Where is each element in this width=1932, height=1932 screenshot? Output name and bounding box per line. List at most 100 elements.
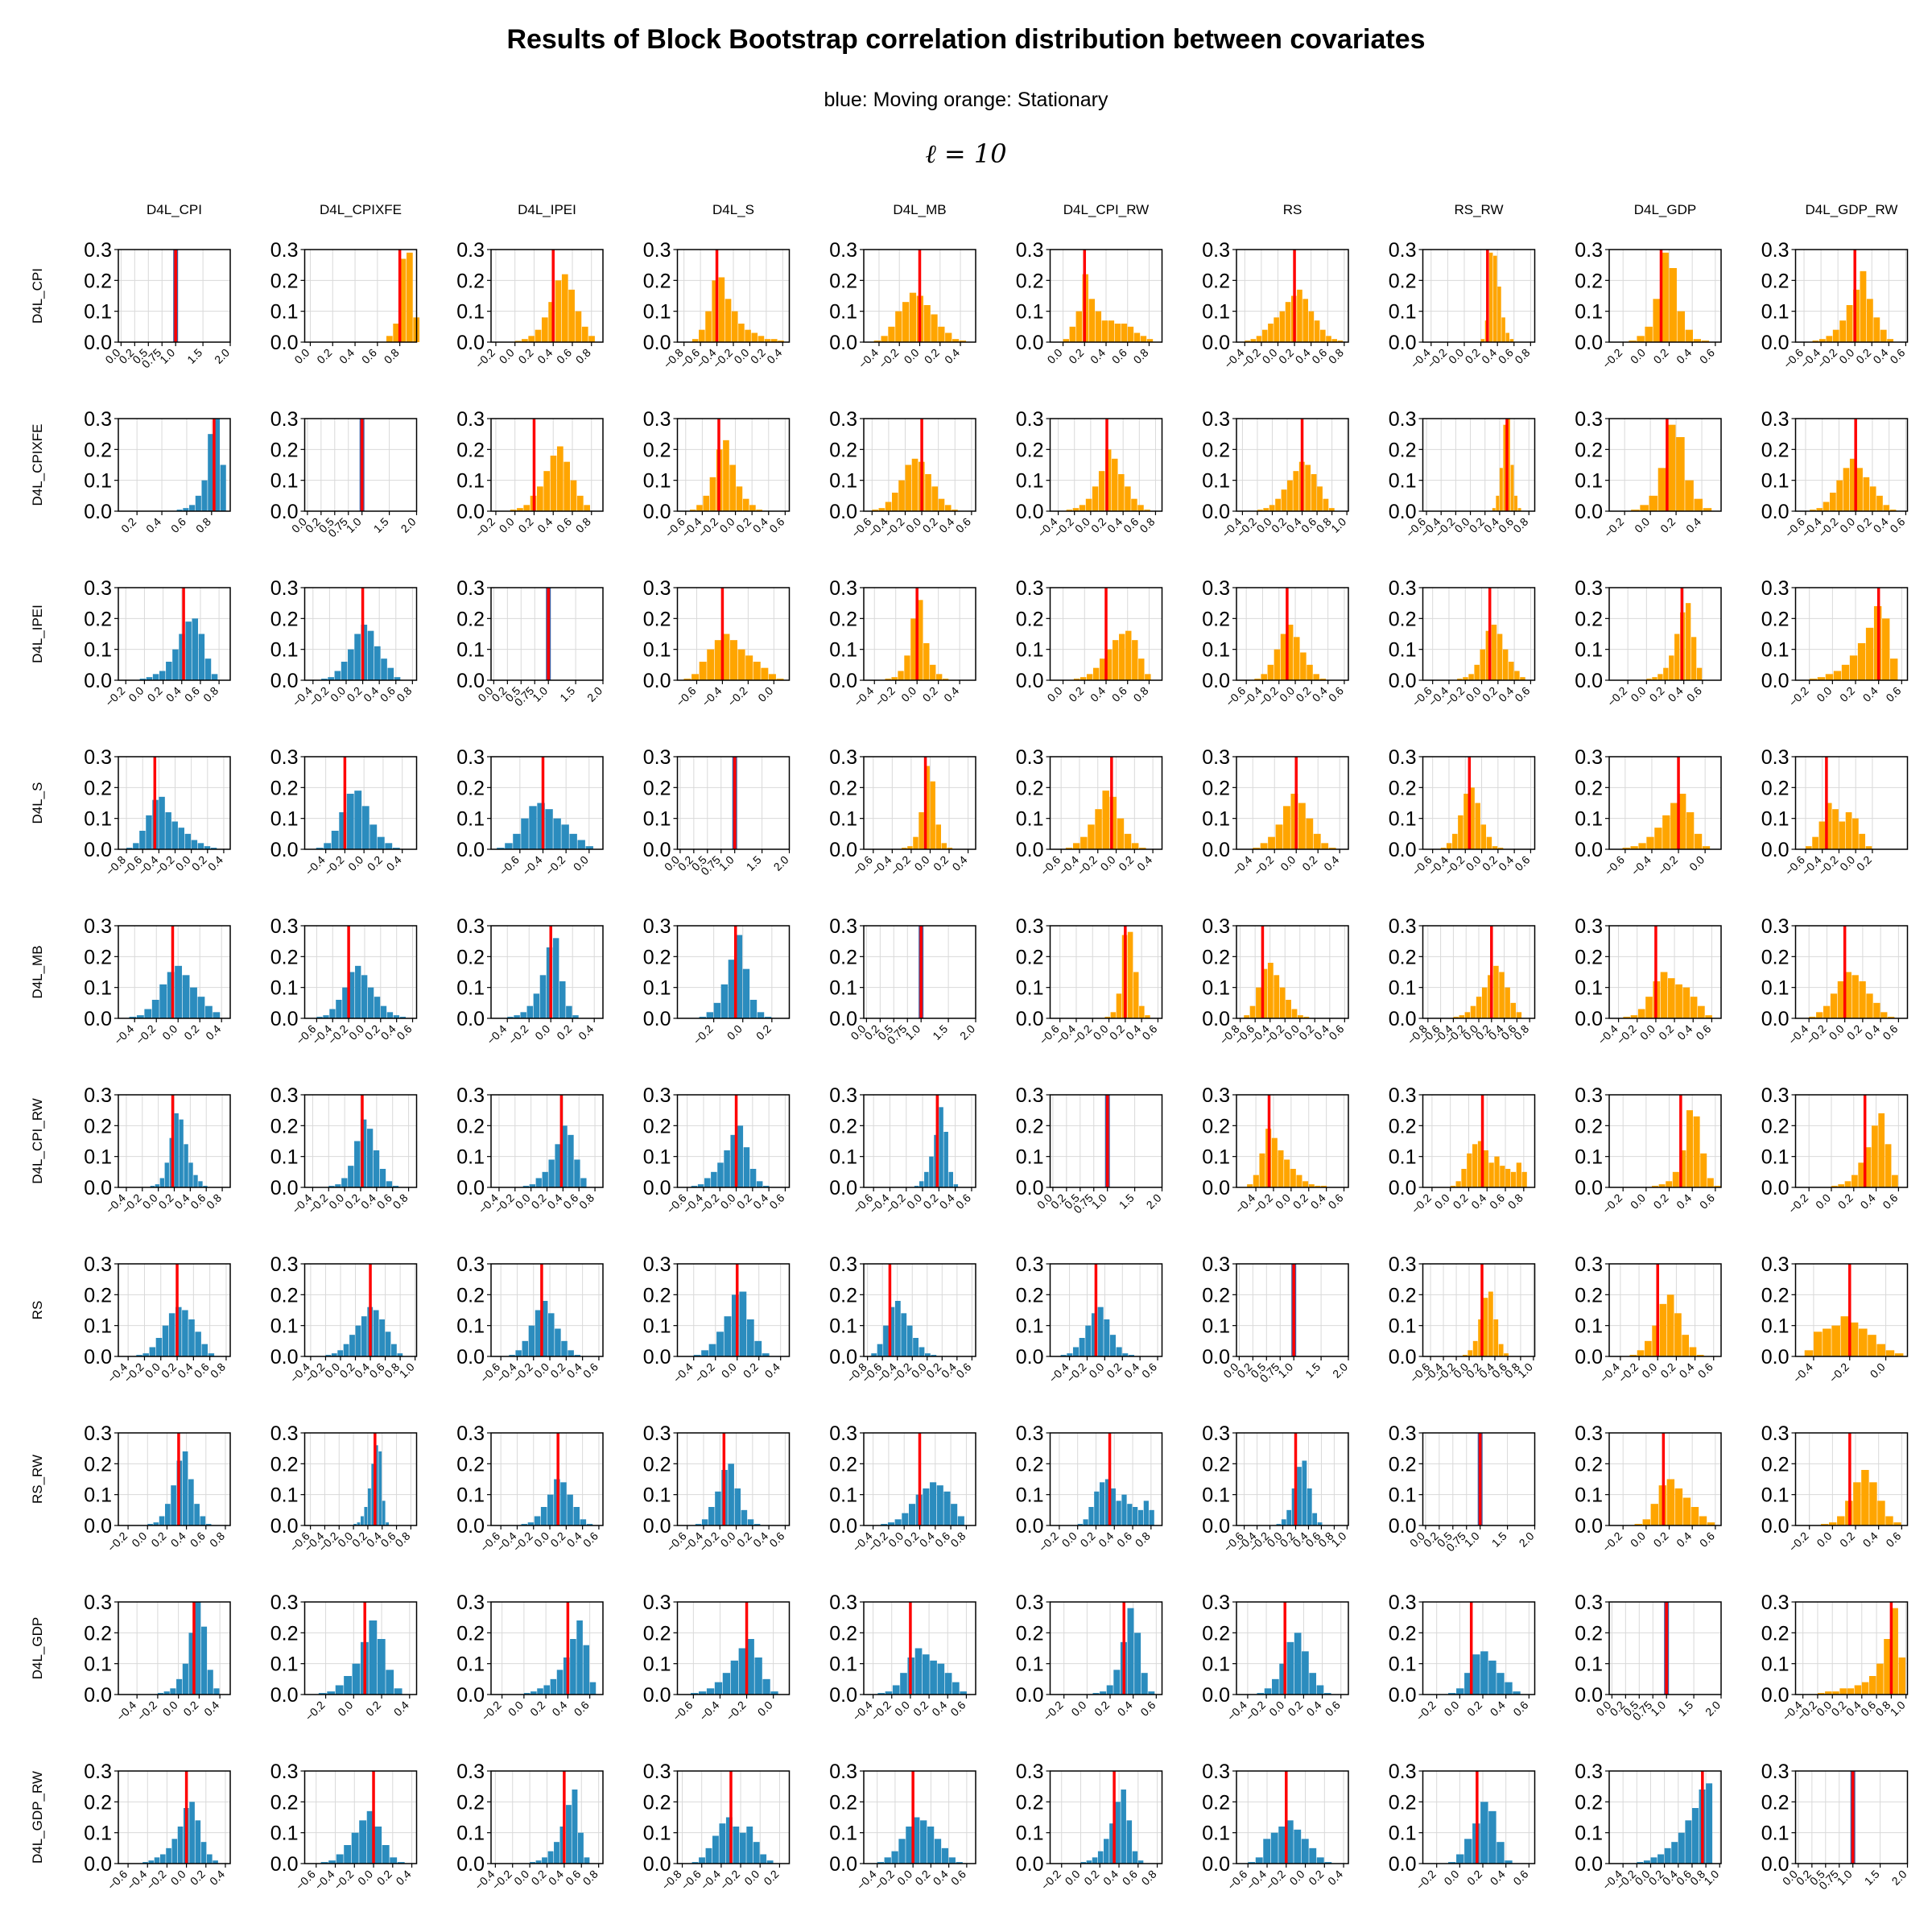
panel-rs-d4l_gdp-ytick-label: 0.3 xyxy=(1575,1253,1603,1276)
panel-d4l_gdp_rw-d4l_gdp-bar xyxy=(1706,1783,1713,1864)
panel-rs-d4l_cpi_rw-bar xyxy=(1104,1319,1110,1356)
panel-d4l_mb-d4l_cpi-xtick-label: 0.2 xyxy=(181,1022,201,1042)
panel-d4l_gdp_rw-d4l_mb-bar xyxy=(906,1827,913,1864)
panel-d4l_cpi-d4l_s-ytick-label: 0.3 xyxy=(643,239,671,262)
panel-d4l_s-d4l_cpi-bar xyxy=(133,843,139,849)
panel-d4l_cpi-d4l_gdp_rw-ytick-label: 0.0 xyxy=(1761,332,1790,354)
panel-d4l_gdp-rs_rw-ytick-label: 0.2 xyxy=(1389,1622,1417,1645)
panel-d4l_gdp_rw-d4l_gdp-bar xyxy=(1657,1854,1665,1864)
panel-d4l_s-rs_rw-bar xyxy=(1497,848,1504,849)
panel-d4l_cpi_rw-d4l_gdp-bar xyxy=(1693,1116,1700,1187)
panel-rs-d4l_cpi_rw-bar xyxy=(1085,1325,1092,1356)
panel-rs_rw-d4l_s-bar xyxy=(734,1488,741,1525)
panel-d4l_mb-d4l_s-bar xyxy=(764,1017,772,1018)
panel-d4l_s-d4l_cpixfe-ytick-label: 0.1 xyxy=(270,808,299,831)
panel-d4l_cpi-rs_rw-bar xyxy=(1509,339,1514,342)
panel-d4l_cpixfe-rs-bar xyxy=(1305,464,1311,511)
panel-rs_rw-d4l_gdp_rw-xtick-label: 0.0 xyxy=(1814,1530,1834,1550)
panel-d4l_cpi_rw-d4l_mb-bar xyxy=(919,1181,924,1187)
panel-d4l_cpi-d4l_gdp-ytick-label: 0.3 xyxy=(1575,239,1603,262)
panel-d4l_gdp_rw-d4l_s-xtick-label: 0.0 xyxy=(741,1868,762,1888)
panel-d4l_cpi-d4l_mb-xtick-label: 0.2 xyxy=(922,346,942,366)
panel-d4l_gdp_rw-d4l_s-ytick-label: 0.0 xyxy=(643,1853,671,1876)
panel-rs-d4l_gdp_rw-bar xyxy=(1885,1350,1895,1356)
panel-d4l_mb-rs_rw-bar xyxy=(1499,972,1505,1018)
panel-rs_rw-rs_rw-xtick-label: 1.5 xyxy=(1489,1530,1509,1550)
panel-d4l_gdp_rw-d4l_cpi-ytick-label: 0.3 xyxy=(84,1761,112,1783)
panel-rs_rw-d4l_mb-ytick-label: 0.1 xyxy=(829,1484,857,1507)
panel-d4l_cpi_rw-d4l_s-frame xyxy=(676,1094,791,1188)
panel-d4l_cpi-d4l_ipei-ytick-label: 0.0 xyxy=(456,332,485,354)
panel-d4l_gdp_rw-rs-bar xyxy=(1316,1857,1324,1864)
panel-d4l_cpi_rw-rs-ytick-label: 0.2 xyxy=(1202,1115,1230,1137)
panel-d4l_cpi-d4l_gdp-bar xyxy=(1637,336,1645,342)
panel-d4l_ipei-rs_rw-bar xyxy=(1520,677,1525,680)
panel-d4l_mb-d4l_s-xtick-label: 0.2 xyxy=(753,1022,774,1042)
panel-d4l_s-d4l_gdp_rw-ytick-label: 0.2 xyxy=(1761,777,1790,799)
panel-d4l_cpi-d4l_s-bar xyxy=(705,311,712,342)
panel-d4l_cpixfe-d4l_ipei-frame xyxy=(490,418,604,512)
panel-rs-d4l_gdp_rw-frame xyxy=(1794,1263,1909,1357)
panel-d4l_mb-rs_rw-bar xyxy=(1464,1012,1471,1018)
panel-d4l_mb-d4l_cpixfe-bar xyxy=(329,1009,336,1018)
panel-d4l_s-d4l_cpi_rw-ytick-label: 0.3 xyxy=(1016,746,1044,769)
panel-d4l_gdp_rw-d4l_cpixfe-bar xyxy=(382,1845,390,1864)
panel-d4l_mb-d4l_cpixfe-bar xyxy=(367,987,374,1018)
panel-d4l_gdp_rw-d4l_cpi_rw-xtick-label: 0.8 xyxy=(1139,1868,1159,1888)
panel-d4l_gdp-d4l_mb-frame xyxy=(863,1601,976,1695)
panel-d4l_cpi-d4l_gdp_rw-xtick-label: 0.6 xyxy=(1887,346,1907,366)
panel-d4l_gdp-rs_rw-xtick-label: 0.2 xyxy=(1464,1699,1484,1719)
panel-d4l_cpi-rs-bar xyxy=(1245,341,1250,342)
panel-d4l_ipei-d4l_mb-bar xyxy=(923,643,930,680)
panel-d4l_gdp-d4l_gdp_rw-bar xyxy=(1854,1685,1862,1695)
panel-rs_rw-d4l_ipei-bar xyxy=(534,1516,541,1525)
panel-d4l_cpi_rw-d4l_cpi-xtick-label: 0.8 xyxy=(204,1191,224,1212)
panel-d4l_s-d4l_mb-ytick-label: 0.0 xyxy=(829,839,857,861)
panel-d4l_ipei-rs-frame xyxy=(1236,587,1349,681)
panel-d4l_s-rs-xtick-label: −0.2 xyxy=(1251,853,1276,878)
panel-d4l_cpi-rs-bar xyxy=(1314,320,1320,342)
panel-d4l_gdp_rw-d4l_gdp-ytick-label: 0.0 xyxy=(1575,1853,1603,1876)
panel-d4l_s-d4l_cpixfe-xtick-label: −0.2 xyxy=(322,853,347,878)
panel-d4l_gdp_rw-d4l_mb-bar xyxy=(948,1857,956,1864)
panel-d4l_mb-rs-frame xyxy=(1236,925,1349,1019)
panel-d4l_s-d4l_ipei-frame xyxy=(490,756,604,850)
panel-d4l_cpi-rs_rw-frame xyxy=(1422,249,1536,343)
panel-d4l_ipei-d4l_cpixfe-bar xyxy=(367,630,374,680)
panel-d4l_gdp-d4l_gdp_rw-bar xyxy=(1832,1691,1839,1695)
panel-d4l_mb-d4l_cpi_rw-bar xyxy=(1133,972,1139,1018)
panel-d4l_cpi_rw-d4l_gdp-ytick-label: 0.1 xyxy=(1575,1146,1603,1169)
panel-d4l_cpi_rw-d4l_s-ytick-label: 0.0 xyxy=(643,1177,671,1199)
panel-d4l_mb-d4l_gdp-ytick-label: 0.3 xyxy=(1575,915,1603,938)
panel-d4l_s-d4l_cpixfe-bar xyxy=(377,836,385,849)
panel-d4l_ipei-rs_rw-xtick-label: 0.6 xyxy=(1512,684,1532,704)
panel-rs-d4l_ipei-xtick-label: 0.6 xyxy=(580,1360,601,1381)
panel-d4l_mb-rs-bar xyxy=(1297,1015,1303,1018)
panel-d4l_s-d4l_cpi-bar xyxy=(204,846,211,849)
panel-rs_rw-d4l_gdp-bar xyxy=(1642,1519,1650,1525)
panel-d4l_mb-d4l_cpi_rw-ytick-label: 0.1 xyxy=(1016,977,1044,1000)
panel-d4l_ipei-d4l_cpi-bar xyxy=(198,634,205,680)
panel-rs_rw-d4l_mb-ytick-label: 0.3 xyxy=(829,1422,857,1445)
panel-d4l_gdp_rw-d4l_s-frame xyxy=(676,1770,791,1864)
panel-d4l_cpixfe-rs-bar xyxy=(1311,474,1317,511)
panel-d4l_gdp-d4l_cpixfe-bar xyxy=(386,1670,394,1695)
panel-d4l_s-d4l_ipei-bar xyxy=(505,843,513,849)
panel-d4l_cpi-d4l_cpi_rw-xtick-label: 0.6 xyxy=(1109,346,1129,366)
panel-d4l_cpi-d4l_cpixfe-ytick-label: 0.1 xyxy=(270,301,299,324)
panel-d4l_ipei-d4l_cpi-bar xyxy=(152,674,159,680)
panel-d4l_cpi-d4l_cpixfe-frame xyxy=(303,249,418,343)
panel-d4l_cpi-d4l_mb-bar xyxy=(895,311,902,342)
panel-d4l_cpi_rw-rs_rw-ytick-label: 0.2 xyxy=(1389,1115,1417,1137)
panel-d4l_cpixfe-rs-bar xyxy=(1269,505,1275,511)
panel-d4l_s-d4l_gdp-ytick-label: 0.3 xyxy=(1575,746,1603,769)
panel-d4l_cpi-d4l_gdp-bar xyxy=(1653,299,1661,342)
column-title-rs_rw: RS_RW xyxy=(1454,202,1503,217)
panel-d4l_gdp_rw-d4l_gdp_rw-xtick-label: 2.0 xyxy=(1889,1868,1909,1888)
panel-d4l_cpixfe-rs_rw-frame xyxy=(1422,418,1536,512)
panel-d4l_cpi_rw-d4l_cpixfe-ytick-label: 0.0 xyxy=(270,1177,299,1199)
panel-d4l_s-rs-xtick-label: 0.4 xyxy=(1321,853,1341,873)
panel-d4l_gdp-rs-bar xyxy=(1309,1673,1317,1695)
panel-d4l_mb-d4l_cpi-ytick-label: 0.3 xyxy=(84,915,112,938)
panel-rs-rs_rw-bar xyxy=(1493,1319,1499,1356)
